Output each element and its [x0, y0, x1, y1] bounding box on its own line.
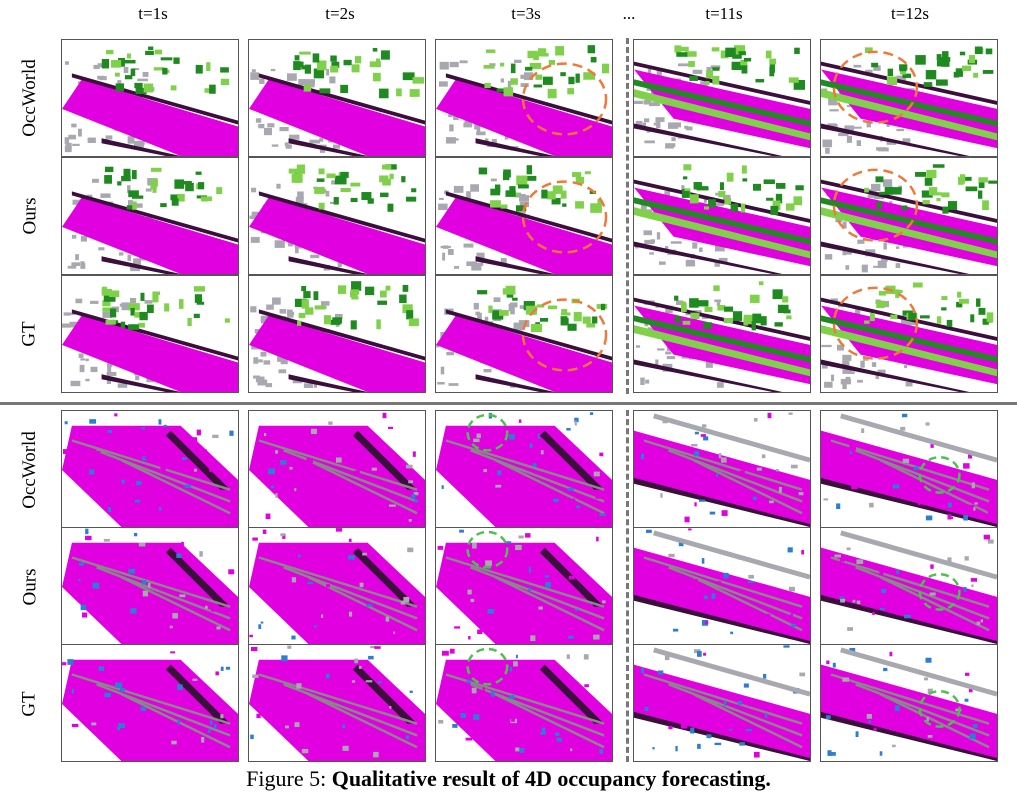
- occupancy-panel-cell: [435, 39, 613, 157]
- occupancy-render: [436, 647, 612, 761]
- occupancy-render: [634, 412, 810, 527]
- column-header-t3: t=3s: [511, 4, 541, 23]
- occupancy-render: [62, 46, 238, 156]
- panel-separator: [0, 402, 1017, 405]
- column-header-t12: t=12s: [891, 4, 929, 23]
- row-label-ours-bottom: Ours: [18, 568, 40, 606]
- occupancy-render: [62, 166, 238, 274]
- occupancy-panel-cell: [820, 157, 998, 275]
- highlight-ellipse: [918, 572, 961, 611]
- occupancy-render: [821, 282, 997, 392]
- occupancy-panel-cell: [820, 410, 998, 528]
- occupancy-render: [249, 645, 425, 761]
- occupancy-render: [62, 413, 238, 527]
- occupancy-render: [634, 45, 810, 156]
- highlight-ellipse: [832, 286, 919, 360]
- time-gap-divider-bottom: [626, 410, 629, 762]
- occupancy-panel-cell: [435, 157, 613, 275]
- time-gap-divider: [626, 38, 629, 394]
- occupancy-render: [62, 528, 238, 644]
- occupancy-panel-cell: [61, 157, 239, 275]
- occupancy-panel-cell: [248, 527, 426, 645]
- occupancy-panel-cell: [435, 410, 613, 528]
- occupancy-render: [821, 164, 997, 274]
- occupancy-render: [62, 651, 238, 761]
- column-header-t2: t=2s: [325, 4, 355, 23]
- occupancy-render: [634, 164, 810, 274]
- occupancy-panel-cell: [61, 410, 239, 528]
- highlight-ellipse: [832, 168, 919, 242]
- column-ellipsis: ...: [622, 4, 636, 23]
- occupancy-panel-cell: [435, 644, 613, 762]
- occupancy-panel-cell: [820, 275, 998, 393]
- occupancy-render: [62, 286, 238, 392]
- occupancy-render: [436, 412, 612, 527]
- occupancy-render: [634, 528, 810, 644]
- highlight-ellipse: [466, 530, 509, 569]
- figure-caption: Figure 5: Qualitative result of 4D occup…: [0, 766, 1017, 792]
- occupancy-render: [634, 645, 810, 761]
- highlight-ellipse: [521, 180, 608, 254]
- caption-prefix: Figure 5:: [246, 766, 332, 791]
- occupancy-panel-cell: [61, 39, 239, 157]
- row-label-gt-bottom: GT: [18, 691, 40, 717]
- occupancy-render: [249, 281, 425, 392]
- highlight-ellipse: [832, 50, 919, 124]
- occupancy-render: [436, 165, 612, 274]
- occupancy-render: [436, 45, 612, 156]
- occupancy-panel-cell: [248, 157, 426, 275]
- row-label-gt-top: GT: [18, 321, 40, 347]
- occupancy-render: [634, 281, 810, 392]
- occupancy-render: [249, 528, 425, 644]
- occupancy-panel-cell: [435, 275, 613, 393]
- occupancy-render: [821, 413, 997, 527]
- occupancy-panel-cell: [820, 644, 998, 762]
- row-label-occworld-bottom: OccWorld: [19, 431, 41, 509]
- column-header-t11: t=11s: [705, 4, 743, 23]
- occupancy-render: [249, 47, 425, 156]
- occupancy-panel-cell: [633, 157, 811, 275]
- occupancy-panel-cell: [820, 527, 998, 645]
- column-header-t1: t=1s: [138, 4, 168, 23]
- row-label-occworld-top: OccWorld: [19, 59, 41, 137]
- occupancy-panel-cell: [633, 410, 811, 528]
- occupancy-render: [436, 285, 612, 392]
- occupancy-panel-cell: [633, 644, 811, 762]
- highlight-ellipse: [466, 647, 509, 686]
- occupancy-panel-cell: [61, 644, 239, 762]
- highlight-ellipse: [918, 455, 961, 494]
- occupancy-panel-cell: [248, 644, 426, 762]
- occupancy-panel-cell: [633, 275, 811, 393]
- highlight-ellipse: [918, 689, 961, 728]
- occupancy-panel-cell: [248, 275, 426, 393]
- occupancy-render: [821, 530, 997, 644]
- occupancy-render: [821, 46, 997, 156]
- occupancy-panel-cell: [820, 39, 998, 157]
- occupancy-panel-cell: [61, 527, 239, 645]
- occupancy-panel-cell: [633, 527, 811, 645]
- caption-title: Qualitative result of 4D occupancy forec…: [331, 766, 771, 791]
- occupancy-panel-cell: [61, 275, 239, 393]
- occupancy-panel-cell: [248, 410, 426, 528]
- occupancy-render: [249, 412, 425, 527]
- occupancy-panel-cell: [435, 527, 613, 645]
- highlight-ellipse: [521, 298, 608, 372]
- highlight-ellipse: [521, 62, 608, 136]
- occupancy-render: [249, 164, 425, 274]
- highlight-ellipse: [466, 413, 509, 452]
- occupancy-panel-cell: [633, 39, 811, 157]
- occupancy-panel-cell: [248, 39, 426, 157]
- occupancy-render: [436, 529, 612, 644]
- occupancy-render: [821, 647, 997, 761]
- row-label-ours-top: Ours: [18, 197, 40, 235]
